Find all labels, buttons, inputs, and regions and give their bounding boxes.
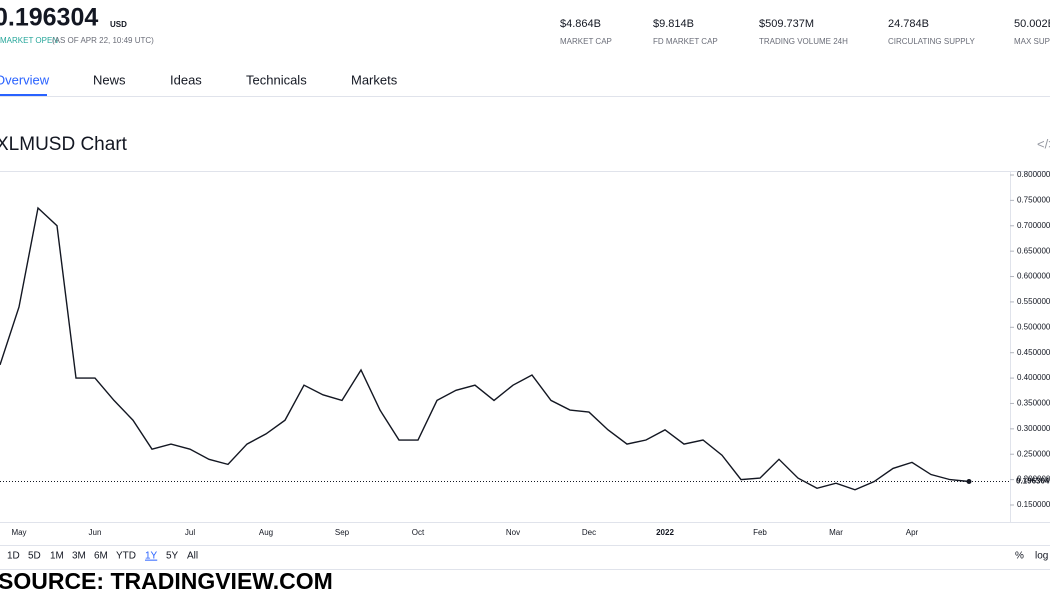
stats: $4.864B MARKET CAP $9.814B FD MARKET CAP $50… bbox=[560, 18, 1050, 46]
y-tick-label: 0.600000 bbox=[1017, 272, 1050, 281]
x-tick-label: Apr bbox=[906, 528, 919, 537]
last-price-label: 0.196304 bbox=[1016, 477, 1050, 486]
range-button[interactable]: 1D bbox=[7, 551, 20, 562]
stat-value: 24.784B bbox=[888, 18, 929, 30]
scale-option[interactable]: log bbox=[1035, 551, 1048, 562]
x-tick-label: Sep bbox=[335, 528, 350, 537]
as-of: (AS OF APR 22, 10:49 UTC) bbox=[52, 36, 154, 45]
x-tick-label: Feb bbox=[753, 528, 767, 537]
x-tick-label: Oct bbox=[412, 528, 425, 537]
embed-icon[interactable]: </> bbox=[1037, 136, 1050, 151]
x-tick-label: 2022 bbox=[656, 528, 674, 537]
y-tick-label: 0.150000 bbox=[1017, 500, 1050, 509]
y-tick-label: 0.250000 bbox=[1017, 449, 1050, 458]
ranges: 1D 5D 1M 3M 6M YTD 1Y 5Y All% log bbox=[7, 551, 1048, 562]
market-status: MARKET OPEN bbox=[0, 36, 58, 45]
scale-option[interactable]: % bbox=[1015, 551, 1024, 562]
x-tick-label: Aug bbox=[259, 528, 273, 537]
x-tick-label: Jun bbox=[89, 528, 102, 537]
price: 0.196304 bbox=[0, 4, 98, 32]
x-tick-label: Jul bbox=[185, 528, 195, 537]
tab[interactable]: Ideas bbox=[170, 72, 202, 87]
price-line bbox=[0, 206, 970, 491]
y-tick-label: 0.550000 bbox=[1017, 297, 1050, 306]
stat-label: MAX SUPPLY bbox=[1014, 37, 1050, 46]
y-tick-label: 0.350000 bbox=[1017, 399, 1050, 408]
tab[interactable]: Overview bbox=[0, 72, 50, 87]
stat-value: 50.002B bbox=[1014, 18, 1050, 30]
currency: USD bbox=[110, 20, 127, 29]
tab[interactable]: Markets bbox=[351, 72, 398, 87]
y-tick-label: 0.650000 bbox=[1017, 246, 1050, 255]
y-tick-label: 0.800000 bbox=[1017, 170, 1050, 179]
tab[interactable]: Technicals bbox=[246, 72, 307, 87]
stat-value: $509.737M bbox=[759, 18, 814, 30]
range-button[interactable]: 5Y bbox=[166, 551, 179, 562]
range-button[interactable]: 5D bbox=[28, 551, 41, 562]
chart-title: XLMUSD Chart bbox=[0, 134, 128, 155]
range-button[interactable]: 6M bbox=[94, 551, 108, 562]
stat-value: $9.814B bbox=[653, 18, 694, 30]
y-tick-label: 0.700000 bbox=[1017, 221, 1050, 230]
stat-label: CIRCULATING SUPPLY bbox=[888, 37, 975, 46]
y-tick-label: 0.200000 bbox=[1017, 475, 1050, 484]
y-tick-label: 0.500000 bbox=[1017, 322, 1050, 331]
y-tick-label: 0.750000 bbox=[1017, 195, 1050, 204]
x-tick-label: Nov bbox=[506, 528, 520, 537]
range-button[interactable]: 1Y bbox=[145, 551, 158, 562]
plot: 0.150000 0.200000 0.250000 0.300000 0.350000… bbox=[0, 170, 1050, 537]
source: SOURCE: TRADINGVIEW.COM bbox=[0, 568, 333, 594]
y-tick-label: 0.300000 bbox=[1017, 424, 1050, 433]
stat-value: $4.864B bbox=[560, 18, 601, 30]
y-tick-label: 0.400000 bbox=[1017, 373, 1050, 382]
stat-label: TRADING VOLUME 24H bbox=[759, 37, 848, 46]
tab[interactable]: News bbox=[93, 72, 126, 87]
stat-label: MARKET CAP bbox=[560, 37, 612, 46]
last-point bbox=[966, 478, 972, 484]
y-tick-label: 0.450000 bbox=[1017, 348, 1050, 357]
range-button[interactable]: 3M bbox=[72, 551, 86, 562]
range-button[interactable]: YTD bbox=[116, 551, 136, 562]
range-button[interactable]: 1M bbox=[50, 551, 64, 562]
x-tick-label: Mar bbox=[829, 528, 843, 537]
range-button[interactable]: All bbox=[187, 551, 198, 562]
tabs: Overview News Ideas Technicals Markets bbox=[0, 72, 398, 87]
stat-label: FD MARKET CAP bbox=[653, 37, 718, 46]
x-tick-label: May bbox=[11, 528, 26, 537]
x-tick-label: Dec bbox=[582, 528, 596, 537]
